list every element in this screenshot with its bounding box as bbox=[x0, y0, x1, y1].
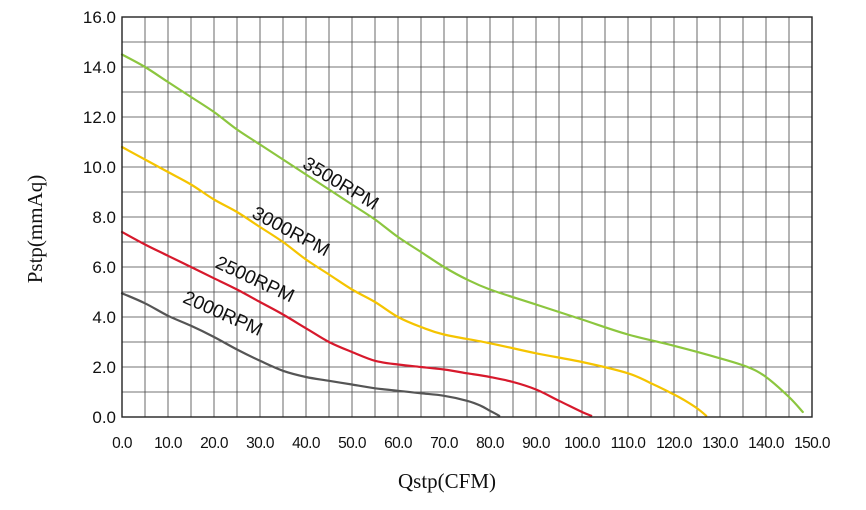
x-tick-label: 80.0 bbox=[476, 435, 505, 452]
y-tick-label: 12.0 bbox=[83, 108, 116, 127]
x-tick-label: 140.0 bbox=[748, 435, 785, 452]
x-tick-label: 150.0 bbox=[794, 435, 831, 452]
plot-frame bbox=[121, 16, 813, 418]
y-tick-label: 6.0 bbox=[92, 258, 116, 277]
x-tick-label: 70.0 bbox=[430, 435, 459, 452]
x-tick-label: 50.0 bbox=[338, 435, 367, 452]
y-axis-label: Pstp(mmAq) bbox=[23, 175, 47, 284]
x-tick-label: 40.0 bbox=[292, 435, 321, 452]
y-tick-label: 4.0 bbox=[92, 308, 116, 327]
x-tick-label: 110.0 bbox=[611, 435, 647, 452]
curve-3500rpm bbox=[120, 53, 804, 414]
x-tick-label: 120.0 bbox=[656, 435, 693, 452]
x-axis-label: Qstp(CFM) bbox=[398, 469, 496, 493]
grid-lines bbox=[122, 17, 812, 417]
curve-layer bbox=[120, 53, 804, 417]
curve-label-2000rpm: 2000RPM bbox=[180, 287, 266, 341]
y-tick-label: 0.0 bbox=[92, 408, 116, 427]
y-tick-label: 14.0 bbox=[83, 58, 116, 77]
curve-2000rpm bbox=[120, 292, 501, 417]
x-tick-label: 30.0 bbox=[246, 435, 275, 452]
curve-label-3500rpm: 3500RPM bbox=[299, 153, 382, 215]
x-tick-label: 100.0 bbox=[564, 435, 601, 452]
curve-2500rpm bbox=[120, 230, 593, 417]
y-tick-labels: 0.0 2.0 4.0 6.0 8.0 10.0 12.0 14.0 16.0 bbox=[83, 8, 116, 427]
x-tick-label: 10.0 bbox=[154, 435, 183, 452]
curve-label-3000rpm: 3000RPM bbox=[248, 203, 332, 261]
x-tick-labels: 0.0 10.0 20.0 30.0 40.0 50.0 60.0 70.0 80.0 90.0 1… bbox=[112, 435, 831, 452]
curve-3000rpm bbox=[120, 145, 708, 417]
y-tick-label: 2.0 bbox=[92, 358, 116, 377]
y-tick-label: 10.0 bbox=[83, 158, 116, 177]
x-tick-label: 90.0 bbox=[522, 435, 551, 452]
y-tick-label: 16.0 bbox=[83, 8, 116, 27]
x-tick-label: 60.0 bbox=[384, 435, 413, 452]
x-tick-label: 20.0 bbox=[200, 435, 229, 452]
x-tick-label: 0.0 bbox=[112, 435, 133, 452]
y-tick-label: 8.0 bbox=[92, 208, 116, 227]
x-tick-label: 130.0 bbox=[702, 435, 739, 452]
